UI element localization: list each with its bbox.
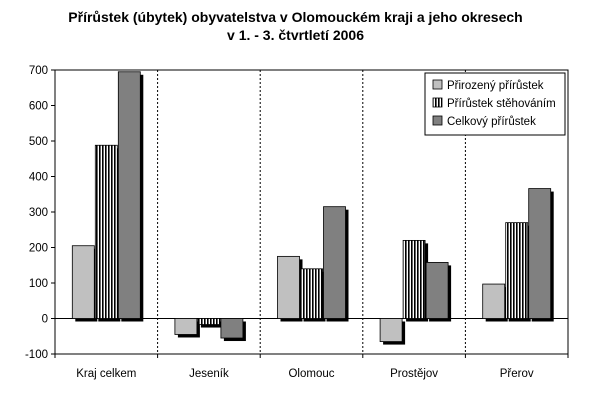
x-tick-label: Přerov	[500, 368, 534, 380]
bar-total	[220, 318, 244, 339]
bar-natural	[174, 318, 198, 335]
bar-total	[528, 188, 552, 319]
bar-migration	[402, 239, 426, 319]
y-tick-label: 700	[29, 65, 48, 77]
y-tick-label: 500	[29, 136, 48, 148]
bar-migration	[505, 222, 529, 319]
x-tick-label: Jeseník	[189, 368, 229, 380]
legend-label: Celkový přírůstek	[447, 116, 536, 128]
bar-migration	[197, 318, 221, 325]
y-tick-label: 300	[29, 207, 48, 219]
legend-swatch	[432, 97, 443, 108]
x-tick-label: Olomouc	[288, 368, 334, 380]
bar-total	[425, 262, 449, 319]
bar-natural	[71, 245, 95, 319]
bar-total	[323, 206, 346, 319]
bar-total	[117, 71, 141, 319]
legend	[424, 72, 566, 136]
bar-natural	[379, 318, 403, 342]
legend-label: Přirozený přírůstek	[447, 80, 544, 92]
legend-swatch	[432, 79, 443, 90]
bar-natural	[482, 283, 506, 319]
y-tick-label: 0	[42, 314, 48, 326]
y-tick-label: 400	[29, 172, 48, 184]
x-tick-label: Kraj celkem	[76, 368, 136, 380]
chart-title: Přírůstek (úbytek) obyvatelstva v Olomou…	[0, 8, 591, 44]
bar-migration	[300, 268, 323, 319]
legend-swatch	[432, 115, 443, 126]
y-tick-label: -100	[25, 349, 48, 361]
chart-title-line-2: v 1. - 3. čtvrtletí 2006	[227, 27, 364, 43]
y-tick-label: 600	[29, 101, 48, 113]
bar-migration	[94, 144, 118, 319]
legend-label: Přírůstek stěhováním	[447, 98, 556, 110]
x-tick-label: Prostějov	[390, 368, 438, 380]
bar-natural	[277, 255, 300, 319]
y-tick-label: 200	[29, 243, 48, 255]
y-tick-label: 100	[29, 278, 48, 290]
chart-title-line-1: Přírůstek (úbytek) obyvatelstva v Olomou…	[68, 9, 523, 25]
